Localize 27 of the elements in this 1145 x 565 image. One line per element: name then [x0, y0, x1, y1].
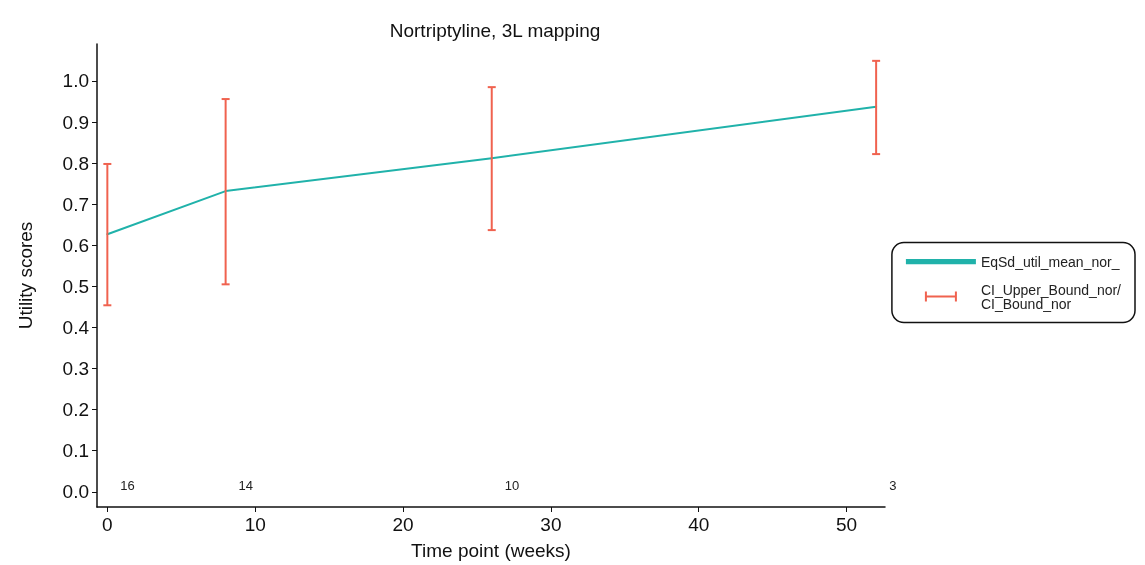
y-tick-label: 0.2: [62, 399, 89, 421]
x-tick-label: 30: [540, 514, 562, 535]
annotation: 10: [504, 478, 520, 493]
chart-title: Nortriptyline, 3L mapping: [389, 20, 601, 41]
y-tick-label: 0.5: [62, 275, 89, 297]
x-tick-label: 10: [244, 514, 266, 535]
x-tick-label: 0: [102, 514, 113, 535]
legend-label: EqSd_util_mean_nor_: [980, 253, 1120, 270]
y-tick-label: 0.9: [62, 111, 89, 133]
x-tick-label: 20: [392, 514, 414, 535]
x-axis-title: Time point (weeks): [411, 540, 571, 561]
x-tick-label: 40: [688, 514, 710, 535]
y-tick-label: 0.1: [62, 440, 89, 462]
y-tick-label: 0.0: [62, 481, 89, 503]
y-axis-title: Utility scores: [15, 221, 36, 330]
annotation: 16: [120, 478, 135, 493]
annotation: 14: [238, 478, 254, 493]
y-tick-label: 1.0: [62, 70, 89, 92]
y-tick-label: 0.6: [62, 234, 89, 256]
text: 3: [889, 478, 897, 493]
y-tick-label: 0.8: [62, 152, 89, 174]
y-tick-label: 0.4: [62, 316, 90, 338]
line-series: [106, 105, 878, 236]
y-tick-label: 0.3: [62, 358, 89, 380]
x-tick-label: 50: [835, 514, 858, 535]
y-tick-label: 0.7: [62, 193, 89, 215]
legend-label: CI_Upper_Bound_nor/CI_Bound_nor: [980, 281, 1122, 312]
